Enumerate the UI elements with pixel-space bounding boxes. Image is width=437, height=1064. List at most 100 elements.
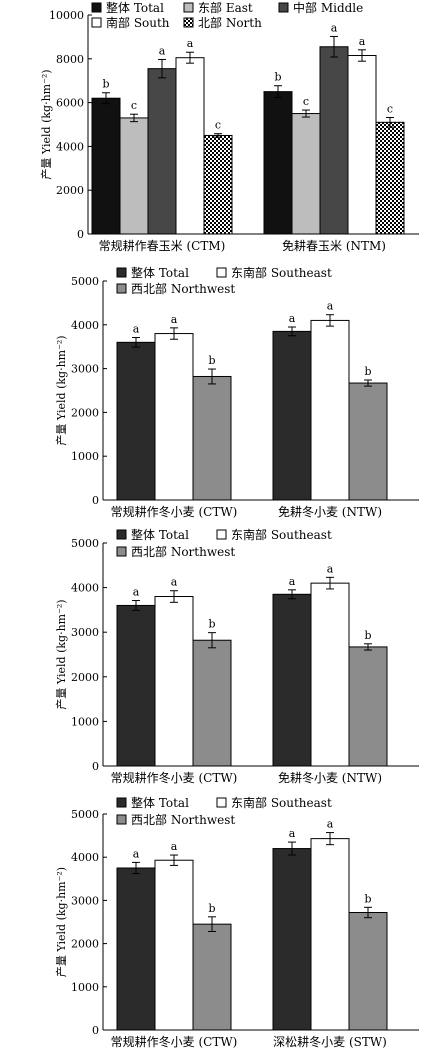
legend-label: 东南部 Southeast xyxy=(231,527,332,542)
y-tick-label: 5000 xyxy=(71,808,99,821)
legend-swatch xyxy=(91,2,102,13)
bar xyxy=(310,319,350,501)
legend-swatch xyxy=(116,529,127,540)
bar xyxy=(263,91,293,235)
significance-letter: a xyxy=(289,575,296,588)
y-tick-label: 2000 xyxy=(71,406,99,419)
significance-letter: a xyxy=(171,840,178,853)
x-category-label: 深松耕冬小麦 (STW) xyxy=(273,1034,387,1049)
legend-label: 东南部 Southeast xyxy=(231,795,332,810)
bar xyxy=(348,382,388,501)
y-tick-label: 4000 xyxy=(56,140,84,153)
significance-letter: a xyxy=(289,827,296,840)
y-tick-label: 2000 xyxy=(71,938,99,951)
y-tick-label: 5000 xyxy=(71,537,99,550)
y-tick-label: 6000 xyxy=(56,97,84,110)
bar xyxy=(272,330,312,501)
legend-label: 东南部 Southeast xyxy=(231,265,332,280)
bar xyxy=(116,867,156,1031)
y-tick-label: 8000 xyxy=(56,53,84,66)
significance-letter: a xyxy=(331,21,338,34)
bar xyxy=(348,911,388,1031)
x-category-label: 常规耕作冬小麦 (CTW) xyxy=(111,1034,238,1049)
x-category-label: 免耕冬小麦 (NTW) xyxy=(278,504,382,519)
bar xyxy=(310,582,350,767)
significance-letter: a xyxy=(171,313,178,326)
y-tick-label: 5000 xyxy=(71,275,99,288)
chart-panel-1: 0 2000 4000 6000 8000 10000 产量 Yield (kg·hm⁻²)… xyxy=(39,0,419,253)
bar xyxy=(91,97,121,235)
legend-label: 整体 Total xyxy=(131,265,189,280)
legend-swatch xyxy=(183,2,194,13)
y-tick-label: 4000 xyxy=(71,582,99,595)
bar xyxy=(175,57,205,235)
bar xyxy=(116,604,156,767)
bar xyxy=(192,923,232,1031)
significance-letter: b xyxy=(364,892,371,905)
bar xyxy=(147,68,177,235)
y-tick-label: 0 xyxy=(77,228,84,241)
y-tick-label: 3000 xyxy=(71,626,99,639)
bar xyxy=(319,46,349,235)
y-axis-title: 产量 Yield (kg·hm⁻²) xyxy=(54,599,68,709)
significance-letter: b xyxy=(102,78,109,91)
bar xyxy=(291,113,321,235)
legend-label: 西北部 Northwest xyxy=(131,812,235,827)
significance-letter: b xyxy=(208,902,215,915)
legend-label: 西北部 Northwest xyxy=(131,544,235,559)
bar xyxy=(116,341,156,501)
significance-letter: b xyxy=(208,618,215,631)
chart-panel-3: 0 1000 2000 3000 4000 5000 产量 Yield (kg·hm⁻²) a… xyxy=(54,527,419,785)
legend-label: 中部 Middle xyxy=(293,0,363,15)
significance-letter: b xyxy=(208,354,215,367)
significance-letter: a xyxy=(159,44,166,57)
y-tick-label: 2000 xyxy=(71,671,99,684)
legend-swatch xyxy=(91,17,102,28)
legend-swatch xyxy=(183,17,194,28)
significance-letter: a xyxy=(133,586,140,599)
legend-swatch xyxy=(216,797,227,808)
legend-label: 东部 East xyxy=(198,0,253,15)
x-category-label: 常规耕作冬小麦 (CTW) xyxy=(111,770,238,785)
legend-swatch xyxy=(278,2,289,13)
significance-letter: b xyxy=(274,71,281,84)
significance-letter: a xyxy=(171,576,178,589)
significance-letter: a xyxy=(133,323,140,336)
significance-letter: a xyxy=(187,37,194,50)
bar xyxy=(310,838,350,1031)
bar xyxy=(272,848,312,1031)
legend-label: 北部 North xyxy=(198,15,262,30)
significance-letter: a xyxy=(289,312,296,325)
chart-panel-4: 0 1000 2000 3000 4000 5000 产量 Yield (kg·hm⁻²) a… xyxy=(54,795,419,1049)
y-tick-label: 2000 xyxy=(56,184,84,197)
y-tick-label: 0 xyxy=(92,1024,99,1037)
x-category-label: 常规耕作冬小麦 (CTW) xyxy=(111,504,238,519)
legend-label: 整体 Total xyxy=(131,527,189,542)
legend-swatch xyxy=(116,797,127,808)
legend-swatch xyxy=(116,546,127,557)
legend-label: 整体 Total xyxy=(131,795,189,810)
legend-swatch xyxy=(216,267,227,278)
significance-letter: a xyxy=(327,300,334,313)
significance-letter: a xyxy=(327,562,334,575)
bar xyxy=(192,375,232,501)
legend-swatch xyxy=(216,529,227,540)
legend-swatch xyxy=(116,814,127,825)
significance-letter: a xyxy=(327,818,334,831)
bar xyxy=(347,55,377,235)
significance-letter: a xyxy=(133,847,140,860)
y-tick-label: 1000 xyxy=(71,450,99,463)
significance-letter: c xyxy=(131,99,137,112)
y-tick-label: 4000 xyxy=(71,851,99,864)
y-axis-title: 产量 Yield (kg·hm⁻²) xyxy=(54,335,68,445)
x-category-label: 常规耕作春玉米 (CTM) xyxy=(99,238,226,253)
significance-letter: c xyxy=(387,102,393,115)
y-tick-label: 3000 xyxy=(71,363,99,376)
y-tick-label: 0 xyxy=(92,494,99,507)
bar xyxy=(154,859,194,1031)
bar xyxy=(272,593,312,767)
significance-letter: b xyxy=(364,365,371,378)
y-tick-label: 4000 xyxy=(71,319,99,332)
y-tick-label: 1000 xyxy=(71,715,99,728)
